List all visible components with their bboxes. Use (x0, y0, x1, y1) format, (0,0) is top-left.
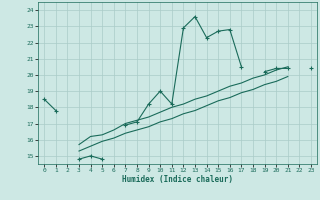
X-axis label: Humidex (Indice chaleur): Humidex (Indice chaleur) (122, 175, 233, 184)
